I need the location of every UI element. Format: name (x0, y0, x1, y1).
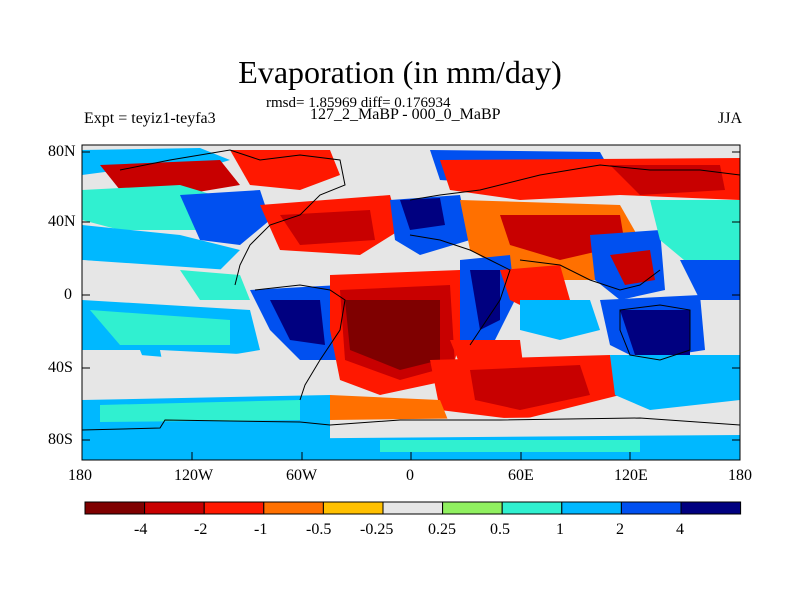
colorbar-label: 2 (616, 521, 624, 538)
colorbar-label: -1 (254, 521, 268, 538)
colorbar-label: -0.25 (360, 521, 394, 538)
colorbar-box (203, 501, 265, 515)
lat-label: 80N (48, 143, 76, 160)
evaporation-field (82, 148, 740, 460)
colorbar-label: 4 (676, 521, 684, 538)
lon-label: 180 (68, 467, 92, 484)
stats-label: rmsd= 1.85969 diff= 0.176934 (266, 95, 451, 111)
lat-label: 80S (48, 431, 73, 448)
lat-label: 40N (48, 213, 76, 230)
colorbar-box (680, 501, 742, 515)
colorbar (84, 501, 742, 515)
colorbar-box (442, 501, 503, 515)
tick-marks (81, 151, 741, 460)
colorbar-label: -2 (194, 521, 208, 538)
colorbar-box (84, 501, 146, 515)
land-outlines (82, 149, 740, 431)
plot-title: Evaporation (in mm/day) (238, 54, 562, 90)
lat-label: 40S (48, 359, 73, 376)
lon-label: 0 (406, 467, 414, 484)
colorbar-label: 0.5 (490, 521, 510, 538)
colorbar-label: -0.5 (306, 521, 332, 538)
colorbar-box (144, 501, 205, 515)
colorbar-box (620, 501, 682, 515)
lon-label: 180 (728, 467, 752, 484)
colorbar-label: -4 (134, 521, 148, 538)
colorbar-box (501, 501, 563, 515)
season-label: JJA (717, 110, 742, 127)
lon-label: 60W (286, 467, 318, 484)
lon-label: 120E (614, 467, 648, 484)
experiment-label: Expt = teyiz1-teyfa3 (84, 110, 216, 127)
lon-label: 120W (174, 467, 214, 484)
colorbar-box (322, 501, 384, 515)
colorbar-box (382, 501, 444, 515)
colorbar-box (263, 501, 324, 515)
map-panel (82, 145, 740, 460)
lat-label: 0 (64, 286, 72, 303)
lon-label: 60E (508, 467, 534, 484)
colorbar-box (561, 501, 622, 515)
colorbar-label: 0.25 (428, 521, 456, 538)
difference-label: 127_2_MaBP - 000_0_MaBP (310, 106, 501, 123)
colorbar-label: 1 (556, 521, 564, 538)
